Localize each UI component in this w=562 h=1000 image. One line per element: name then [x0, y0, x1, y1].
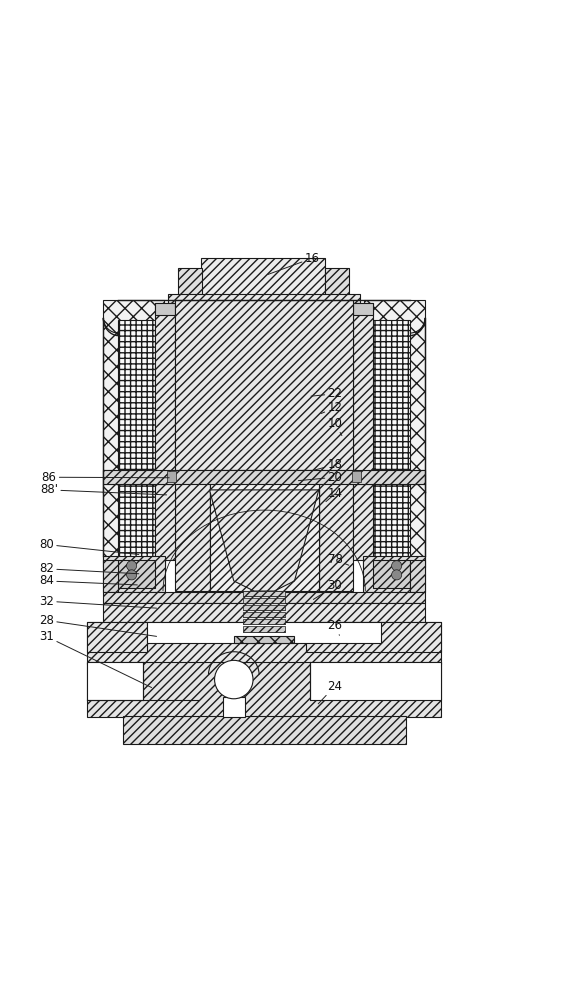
Bar [167, 471, 176, 482]
Circle shape [392, 561, 402, 571]
Bar [123, 716, 406, 744]
Bar [243, 605, 285, 610]
Bar [119, 320, 155, 470]
Bar [103, 556, 165, 592]
Bar [103, 470, 425, 484]
Bar [155, 484, 175, 560]
Text: 86: 86 [42, 471, 169, 484]
Circle shape [392, 570, 402, 580]
Bar [103, 300, 164, 492]
Bar [352, 471, 361, 482]
Text: 22: 22 [311, 387, 342, 400]
Text: 88': 88' [40, 483, 167, 496]
Bar [353, 303, 373, 315]
Bar [87, 622, 147, 652]
Text: 82: 82 [39, 562, 139, 575]
Circle shape [126, 570, 137, 580]
Bar [175, 470, 210, 591]
Text: 84: 84 [39, 574, 137, 587]
Text: 14: 14 [326, 487, 342, 502]
Bar [201, 258, 325, 300]
Bar [103, 592, 425, 603]
Text: 30: 30 [314, 579, 342, 599]
Bar [119, 560, 155, 588]
Bar [306, 622, 441, 652]
Bar [373, 560, 410, 588]
Text: 32: 32 [39, 595, 157, 608]
Bar [325, 268, 348, 300]
Text: 12: 12 [321, 401, 342, 414]
Bar [364, 300, 425, 492]
Bar [363, 556, 425, 592]
Bar [310, 662, 441, 700]
Text: 26: 26 [328, 619, 342, 635]
Bar [243, 626, 285, 632]
Bar [243, 598, 285, 603]
Bar [87, 662, 441, 717]
Bar [175, 300, 353, 485]
Bar [103, 560, 119, 592]
Text: 28: 28 [39, 614, 157, 636]
Bar [155, 303, 175, 315]
Text: 16: 16 [268, 252, 320, 274]
Bar [103, 470, 155, 494]
Bar [119, 484, 155, 560]
Bar [147, 622, 382, 643]
Polygon shape [210, 490, 319, 591]
Bar [223, 697, 245, 717]
Text: 24: 24 [318, 680, 342, 704]
Bar [363, 484, 425, 567]
Bar [353, 303, 373, 485]
Bar [373, 320, 410, 470]
Text: 31: 31 [39, 630, 152, 688]
Bar [234, 636, 294, 643]
Bar [319, 470, 353, 591]
Text: 78: 78 [328, 553, 349, 566]
Bar [210, 470, 319, 591]
Bar [373, 470, 425, 494]
Text: 20: 20 [298, 471, 342, 484]
Circle shape [215, 660, 253, 699]
Bar [243, 591, 285, 596]
Bar [103, 484, 165, 567]
Bar [410, 560, 425, 592]
Bar [87, 622, 441, 664]
Text: 80: 80 [39, 538, 139, 554]
Bar [210, 470, 319, 591]
Circle shape [126, 561, 137, 571]
Bar [103, 603, 425, 623]
Text: 10: 10 [328, 417, 342, 436]
Bar [178, 268, 202, 300]
Bar [243, 612, 285, 617]
Bar [353, 484, 373, 560]
Text: 18: 18 [314, 458, 342, 471]
Bar [373, 484, 410, 560]
Bar [155, 303, 175, 485]
Bar [87, 662, 143, 700]
Bar [168, 294, 360, 303]
Bar [243, 619, 285, 624]
